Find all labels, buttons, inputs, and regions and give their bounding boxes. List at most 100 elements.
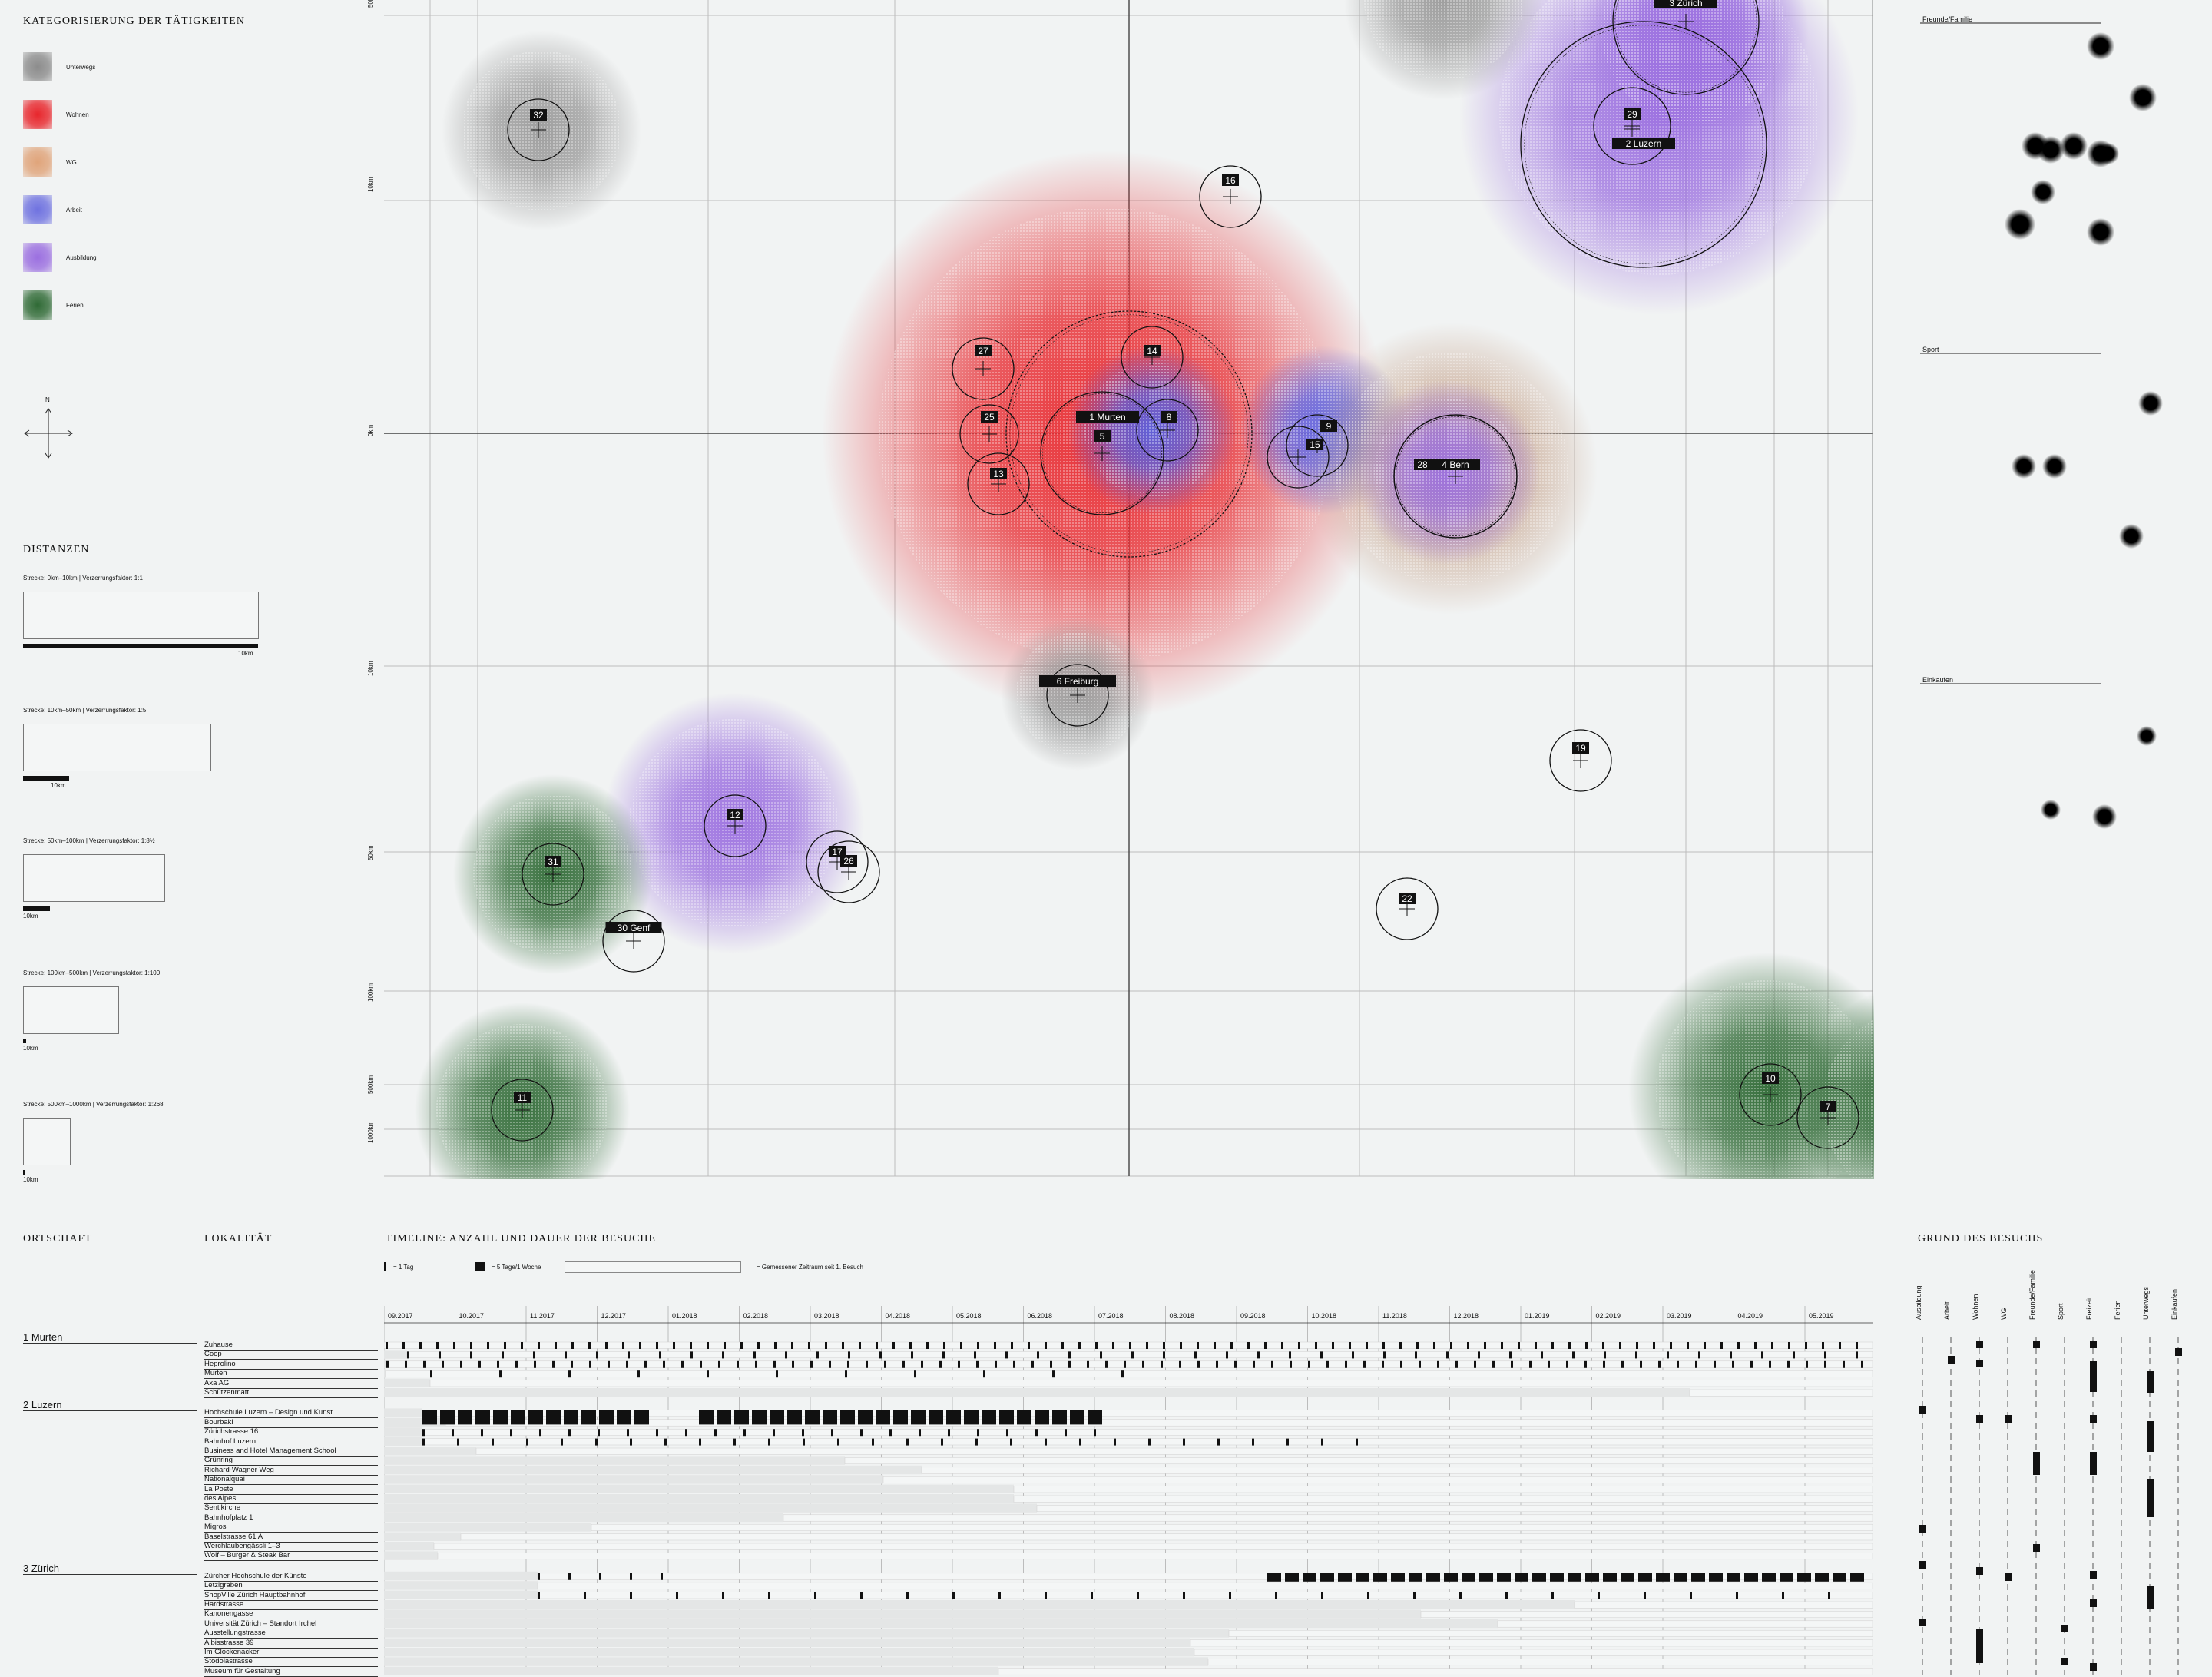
location-row[interactable]: La Poste bbox=[204, 1485, 378, 1495]
visit-mark bbox=[676, 1592, 678, 1599]
location-row[interactable]: Im Glockenacker bbox=[204, 1648, 378, 1658]
place-circle-17[interactable] bbox=[806, 830, 869, 893]
place-circle-9[interactable] bbox=[1286, 414, 1349, 477]
place-label-2: 2 Luzern bbox=[1626, 138, 1662, 149]
location-row[interactable]: Richard-Wagner Weg bbox=[204, 1466, 378, 1476]
location-row[interactable]: Coop bbox=[204, 1350, 378, 1360]
location-row[interactable]: Bourbaki bbox=[204, 1418, 378, 1428]
location-row[interactable]: Letzigraben bbox=[204, 1581, 378, 1592]
location-row[interactable]: Albisstrasse 39 bbox=[204, 1639, 378, 1649]
location-row[interactable]: Sentikirche bbox=[204, 1503, 378, 1514]
place-circle-25[interactable] bbox=[959, 404, 1019, 464]
side-panel-title: Sport bbox=[1922, 346, 1939, 353]
visit-mark bbox=[1548, 1360, 1550, 1368]
visit-mark bbox=[975, 1438, 978, 1446]
location-row[interactable]: Werchlaubengässli 1–3 bbox=[204, 1542, 378, 1552]
visit-mark bbox=[1400, 1360, 1402, 1368]
location-row[interactable]: Ausstellungstrasse bbox=[204, 1629, 378, 1639]
visit-mark bbox=[829, 1360, 831, 1368]
location-row[interactable]: Zuhause bbox=[204, 1341, 378, 1351]
visit-mark bbox=[1771, 1342, 1773, 1349]
distance-label: Strecke: 50km–100km | Verzerrungsfaktor:… bbox=[23, 837, 155, 844]
place-circle-12[interactable] bbox=[704, 794, 767, 857]
place-circle-15[interactable] bbox=[1267, 426, 1330, 489]
visit-mark bbox=[1551, 1342, 1554, 1349]
place-circle-29[interactable] bbox=[1593, 87, 1671, 165]
measured-range bbox=[1194, 1649, 1873, 1656]
visit-mark bbox=[1501, 1342, 1503, 1349]
place-circle-27[interactable] bbox=[952, 337, 1015, 400]
visit-mark bbox=[1824, 1351, 1826, 1359]
place-circle-32[interactable] bbox=[507, 98, 570, 161]
place-circle-16[interactable] bbox=[1199, 165, 1262, 228]
distance-scale-bar bbox=[23, 776, 69, 781]
place-circle-10[interactable] bbox=[1739, 1063, 1802, 1126]
location-row[interactable]: ShopVille Zürich Hauptbahnhof bbox=[204, 1591, 378, 1601]
place-label-27: 27 bbox=[978, 346, 988, 356]
visit-mark bbox=[1815, 1573, 1829, 1582]
location-row[interactable]: Bahnhof Luzern bbox=[204, 1437, 378, 1447]
place-circle-30[interactable] bbox=[602, 910, 665, 973]
place-circle-7[interactable] bbox=[1796, 1086, 1859, 1149]
place-circle-26[interactable] bbox=[817, 840, 880, 903]
location-row[interactable]: Stodolastrasse bbox=[204, 1657, 378, 1668]
place-circle-3[interactable] bbox=[1612, 0, 1760, 95]
map-axis-label: 50km bbox=[367, 0, 374, 8]
visit-mark bbox=[768, 1438, 770, 1446]
location-row[interactable]: Axa AG bbox=[204, 1379, 378, 1389]
visit-mark bbox=[1183, 1592, 1185, 1599]
place-circle-2[interactable] bbox=[1520, 21, 1767, 268]
place-circle-4[interactable] bbox=[1393, 414, 1518, 539]
visit-mark bbox=[546, 1410, 561, 1425]
place-circle-1[interactable] bbox=[1005, 310, 1253, 558]
measured-range bbox=[445, 1419, 1873, 1427]
location-row[interactable]: Murten bbox=[204, 1369, 378, 1380]
key-week-mark bbox=[475, 1262, 485, 1271]
place-circle-6[interactable] bbox=[1046, 664, 1109, 727]
reason-mark bbox=[2090, 1663, 2097, 1671]
visit-mark bbox=[1635, 1351, 1637, 1359]
location-row[interactable]: Heprolino bbox=[204, 1360, 378, 1370]
place-circle-5[interactable] bbox=[1040, 391, 1164, 515]
pre-range bbox=[384, 1388, 1690, 1397]
visit-mark bbox=[1474, 1360, 1476, 1368]
visit-mark bbox=[755, 1360, 757, 1368]
place-circle-14[interactable] bbox=[1121, 326, 1184, 389]
pre-range bbox=[384, 1427, 422, 1437]
location-row[interactable]: Nationalquai bbox=[204, 1475, 378, 1486]
month-label: 03.2018 bbox=[814, 1312, 839, 1320]
reason-mark bbox=[2033, 1341, 2040, 1348]
place-circle-31[interactable] bbox=[522, 843, 584, 906]
location-row[interactable]: Schützenmatt bbox=[204, 1388, 378, 1398]
visit-mark bbox=[439, 1351, 441, 1359]
location-row[interactable]: Universität Zürich – Standort Irchel bbox=[204, 1619, 378, 1629]
place-label-8: 8 bbox=[1167, 412, 1172, 423]
measured-range bbox=[591, 1523, 1873, 1531]
reason-column-label: Ausbildung bbox=[1915, 1285, 1922, 1320]
place-circle-11[interactable] bbox=[491, 1079, 554, 1142]
location-row[interactable]: Wolf – Burger & Steak Bar bbox=[204, 1551, 378, 1562]
visit-mark bbox=[538, 1573, 540, 1580]
location-row[interactable]: des Alpes bbox=[204, 1494, 378, 1504]
location-row[interactable]: Bahnhofplatz 1 bbox=[204, 1513, 378, 1523]
visit-mark bbox=[1052, 1370, 1055, 1378]
visit-mark bbox=[407, 1351, 409, 1359]
measured-range bbox=[1036, 1505, 1873, 1513]
visit-mark bbox=[892, 1342, 895, 1349]
location-row[interactable]: Hardstrasse bbox=[204, 1600, 378, 1610]
place-circle-19[interactable] bbox=[1549, 729, 1612, 792]
place-circle-8[interactable] bbox=[1136, 399, 1199, 462]
location-row[interactable]: Kanonengasse bbox=[204, 1609, 378, 1620]
location-row[interactable]: Business and Hotel Management School bbox=[204, 1447, 378, 1457]
place-circle-22[interactable] bbox=[1376, 877, 1439, 940]
location-row[interactable]: Museum für Gestaltung bbox=[204, 1667, 378, 1677]
visit-reason-dot bbox=[2042, 454, 2067, 479]
location-row[interactable]: Zürichstrasse 16 bbox=[204, 1427, 378, 1438]
location-row[interactable]: Zürcher Hochschule der Künste bbox=[204, 1572, 378, 1582]
location-row[interactable]: Baselstrasse 61 A bbox=[204, 1533, 378, 1543]
place-circle-13[interactable] bbox=[967, 452, 1030, 515]
location-row[interactable]: Migros bbox=[204, 1523, 378, 1533]
visit-mark bbox=[768, 1592, 770, 1599]
location-row[interactable]: Hochschule Luzern – Design und Kunst bbox=[204, 1408, 378, 1419]
location-row[interactable]: Grünring bbox=[204, 1456, 378, 1467]
